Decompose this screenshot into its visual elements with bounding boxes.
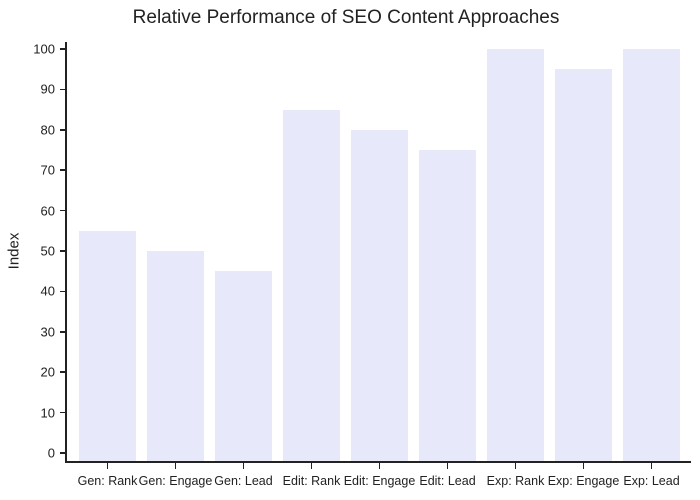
y-tick — [60, 371, 66, 373]
y-axis-label: Index — [5, 232, 23, 270]
x-tick — [174, 463, 177, 469]
x-tick-label: Gen: Engage — [138, 474, 213, 488]
bar — [419, 150, 476, 461]
y-axis-line — [65, 42, 67, 463]
x-tick-label: Edit: Rank — [282, 474, 341, 488]
bar — [555, 69, 612, 461]
y-tick-label: 90 — [40, 81, 55, 97]
y-tick — [60, 129, 66, 131]
y-tick-label: 70 — [40, 162, 55, 178]
y-tick — [60, 331, 66, 333]
y-tick-label: 50 — [40, 243, 55, 259]
y-tick-label: 40 — [40, 283, 55, 299]
x-tick — [242, 463, 245, 469]
x-tick — [446, 463, 449, 469]
x-tick — [514, 463, 517, 469]
x-tick-label: Gen: Rank — [77, 474, 138, 488]
x-tick — [582, 463, 585, 469]
y-tick — [60, 88, 66, 91]
x-axis-line — [66, 461, 691, 463]
y-tick — [60, 250, 66, 252]
y-tick-label: 80 — [40, 122, 55, 138]
y-tick — [60, 48, 66, 50]
x-tick-label: Edit: Lead — [419, 474, 476, 488]
x-tick — [378, 463, 381, 469]
y-tick-label: 60 — [40, 203, 55, 219]
bar — [487, 49, 544, 461]
y-tick — [60, 169, 66, 171]
y-tick — [60, 452, 66, 454]
y-tick-label: 10 — [40, 405, 55, 421]
x-tick-label: Edit: Engage — [343, 474, 416, 488]
x-tick-label: Exp: Rank — [486, 474, 545, 488]
y-tick-label: 100 — [33, 41, 55, 57]
bar — [351, 129, 408, 461]
bar — [215, 271, 272, 461]
x-tick — [106, 463, 109, 469]
x-tick-label: Exp: Engage — [547, 474, 620, 488]
x-tick — [310, 463, 313, 469]
y-tick — [60, 209, 66, 212]
bar — [147, 251, 204, 461]
x-tick-label: Exp: Lead — [623, 474, 680, 488]
y-tick — [60, 411, 66, 414]
x-tick-label: Gen: Lead — [214, 474, 273, 488]
y-tick-label: 30 — [40, 324, 55, 340]
y-tick-label: 0 — [47, 445, 55, 461]
bar — [283, 109, 340, 461]
y-tick — [60, 290, 66, 293]
bar — [623, 49, 680, 461]
y-tick-label: 20 — [40, 364, 55, 380]
chart-title: Relative Performance of SEO Content Appr… — [132, 7, 560, 28]
x-tick — [650, 463, 653, 469]
bar — [79, 230, 136, 461]
